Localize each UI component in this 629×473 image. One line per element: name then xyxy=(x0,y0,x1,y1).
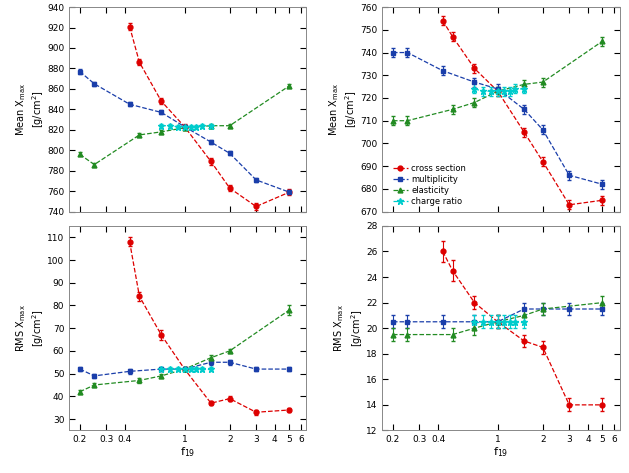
X-axis label: f$_{19}$: f$_{19}$ xyxy=(493,446,509,459)
Y-axis label: Mean X$_{\mathrm{max}}$
[g/cm$^2$]: Mean X$_{\mathrm{max}}$ [g/cm$^2$] xyxy=(327,83,359,136)
Y-axis label: Mean X$_{\mathrm{max}}$
[g/cm$^2$]: Mean X$_{\mathrm{max}}$ [g/cm$^2$] xyxy=(14,83,46,136)
Y-axis label: RMS X$_{\mathrm{max}}$
[g/cm$^2$]: RMS X$_{\mathrm{max}}$ [g/cm$^2$] xyxy=(14,304,46,352)
Legend: cross section, multiplicity, elasticity, charge ratio: cross section, multiplicity, elasticity,… xyxy=(391,162,468,208)
X-axis label: f$_{19}$: f$_{19}$ xyxy=(180,446,196,459)
Y-axis label: RMS X$_{\mathrm{max}}$
[g/cm$^2$]: RMS X$_{\mathrm{max}}$ [g/cm$^2$] xyxy=(333,304,365,352)
